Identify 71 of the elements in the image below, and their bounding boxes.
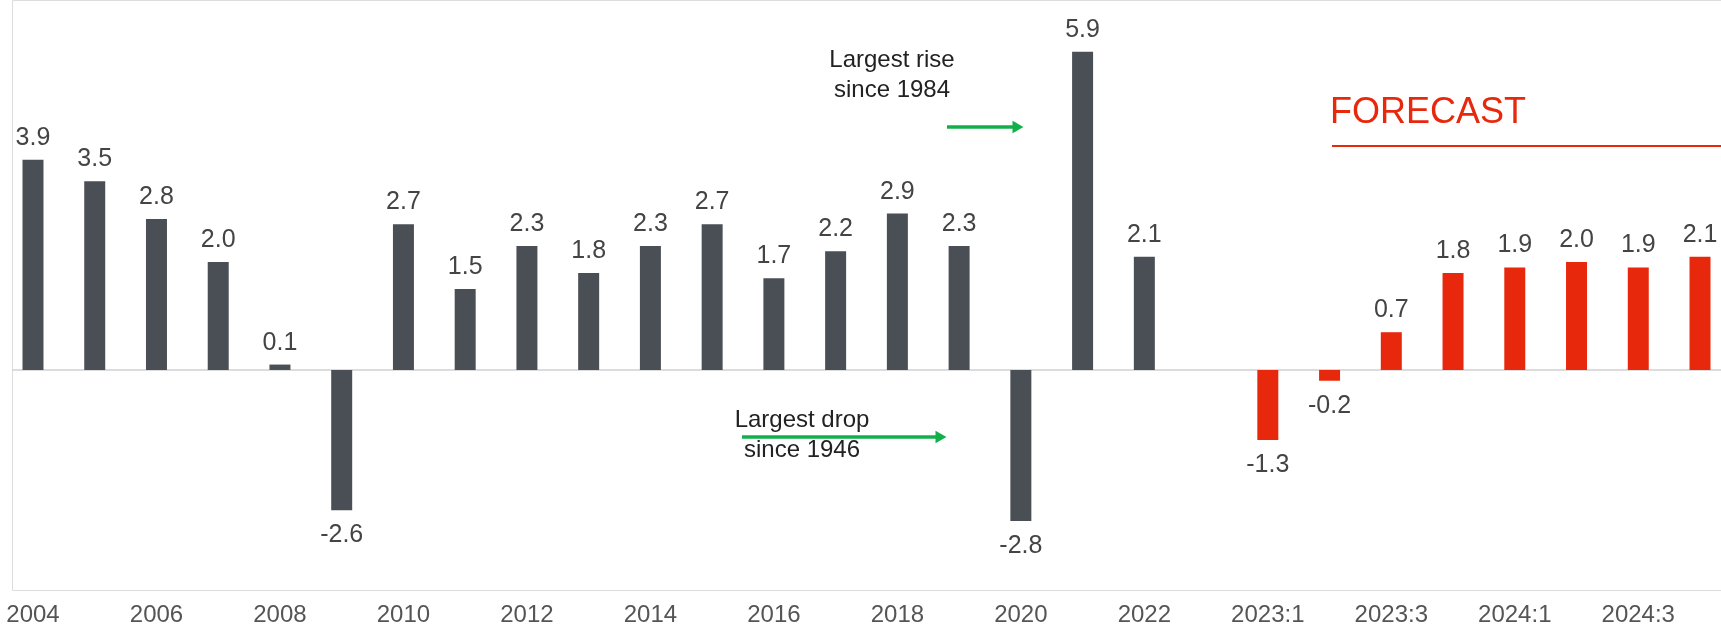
bar: [701, 224, 723, 370]
bar: [763, 278, 785, 370]
data-label: 0.1: [262, 326, 298, 355]
bar: [454, 289, 476, 370]
bar: [1566, 262, 1588, 370]
x-tick-label: 2004: [6, 599, 60, 627]
data-label: 2.8: [139, 180, 174, 209]
data-label: -0.2: [1308, 389, 1352, 418]
x-tick-label: 2010: [376, 599, 431, 627]
bar: [1689, 256, 1711, 370]
bar: [1380, 332, 1402, 370]
bar: [886, 213, 908, 370]
bar: [1133, 256, 1155, 370]
bar: [639, 245, 661, 370]
bar: [392, 224, 414, 370]
data-label: 1.5: [447, 251, 483, 280]
annotation: Largest rise since 1984: [829, 45, 955, 102]
x-tick-label: 2006: [129, 599, 184, 627]
data-label: 2.3: [509, 207, 545, 236]
bar: [825, 251, 847, 370]
data-label: 2.3: [941, 207, 977, 236]
x-tick-label: 2012: [500, 599, 554, 627]
data-label: 5.9: [1065, 13, 1100, 42]
x-tick-label: 2020: [994, 599, 1048, 627]
data-label: 1.8: [1435, 234, 1471, 263]
data-label: 2.9: [879, 175, 915, 204]
x-tick-label: 2022: [1117, 599, 1172, 627]
x-tick-label: 2008: [253, 599, 307, 627]
x-tick-label: 2023:1: [1231, 599, 1305, 627]
data-label: -1.3: [1246, 449, 1290, 478]
bar: [84, 181, 106, 370]
bar: [1010, 369, 1032, 521]
bar: [516, 245, 538, 370]
bar: [331, 369, 353, 511]
bar: [1627, 267, 1649, 370]
bar: [948, 245, 970, 370]
annotation: FORECAST: [1329, 90, 1527, 131]
x-tick-label: 2024:1: [1478, 599, 1552, 627]
bar: [22, 159, 44, 370]
x-tick-label: 2023:3: [1354, 599, 1428, 627]
data-label: 2.0: [1559, 224, 1594, 253]
data-label: 0.7: [1373, 294, 1409, 323]
bar: [1319, 369, 1341, 381]
bar: [207, 262, 229, 370]
bar: [145, 218, 167, 370]
annotation: Largest drop since 1946: [734, 405, 870, 462]
x-tick-label: 2016: [747, 599, 801, 627]
x-tick-label: 2014: [623, 599, 678, 627]
data-label: 1.9: [1497, 229, 1533, 258]
data-label: 1.9: [1620, 229, 1656, 258]
bar: [1442, 272, 1464, 370]
data-label: 1.7: [756, 240, 792, 269]
data-label: 2.1: [1126, 218, 1162, 247]
data-label: 2.0: [200, 224, 236, 253]
data-label: 2.7: [694, 186, 730, 215]
x-tick-label: 2024:3: [1601, 599, 1675, 627]
bar: [1504, 267, 1526, 370]
bar: [1072, 51, 1094, 370]
data-label: 3.9: [15, 121, 51, 150]
data-label: -2.8: [999, 529, 1043, 558]
data-label: 1.8: [571, 234, 607, 263]
data-label: 3.5: [77, 143, 113, 172]
data-label: -2.6: [320, 519, 364, 548]
data-label: 2.3: [633, 207, 668, 236]
bar: [1257, 369, 1279, 441]
bar: [578, 272, 600, 370]
data-label: 2.2: [818, 213, 854, 242]
x-tick-label: 2018: [870, 599, 925, 627]
data-label: 2.7: [386, 186, 421, 215]
bar: [269, 364, 291, 370]
data-label: 2.1: [1682, 218, 1718, 247]
